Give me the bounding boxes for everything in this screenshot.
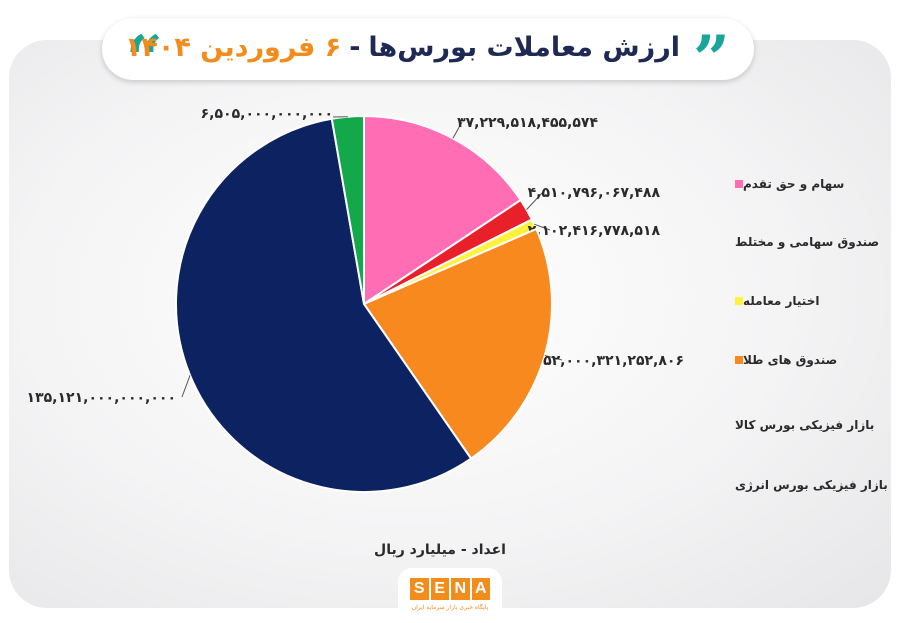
legend-label: بازار فیزیکی بورس کالا bbox=[735, 418, 875, 432]
unit-note: اعداد - میلیارد ریال bbox=[374, 542, 506, 558]
legend-item: اختیار معامله bbox=[735, 292, 875, 310]
title-main: ارزش معاملات بورس‌ها bbox=[368, 32, 680, 63]
legend-label: صندوق های طلا bbox=[743, 353, 838, 367]
data-label: ۲,۱۰۲,۴۱۶,۷۷۸,۵۱۸ bbox=[528, 223, 661, 239]
logo-letters: S E N A bbox=[410, 578, 490, 600]
sena-logo: S E N A پایگاه خبری بازار سرمایه ایران bbox=[398, 568, 502, 620]
chart-title: ارزش معاملات بورس‌ها-۶ فروردین ۱۴۰۴ bbox=[125, 28, 680, 68]
legend-label: صندوق سهامی و مختلط bbox=[735, 235, 880, 249]
logo-caption: پایگاه خبری بازار سرمایه ایران bbox=[411, 604, 489, 611]
title-date: ۶ فروردین ۱۴۰۴ bbox=[124, 32, 342, 63]
leader-line bbox=[544, 354, 563, 361]
pie-slice bbox=[362, 227, 553, 460]
leader-line bbox=[534, 223, 551, 231]
pie-slice bbox=[175, 117, 473, 493]
legend-label: سهام و حق تقدم bbox=[743, 177, 845, 191]
data-label: ۳۷,۲۲۹,۵۱۸,۴۵۵,۵۷۴ bbox=[457, 115, 598, 131]
legend-item: صندوق سهامی و مختلط bbox=[735, 233, 879, 251]
data-label: ۶,۵۰۵,۰۰۰,۰۰۰,۰۰۰ bbox=[201, 106, 333, 122]
logo-letter: A bbox=[471, 578, 490, 600]
pie-slice bbox=[330, 114, 365, 305]
legend-label: بازار فیزیکی بورس انرژی bbox=[735, 478, 888, 492]
legend-swatch bbox=[735, 356, 743, 364]
logo-letter: E bbox=[430, 578, 449, 600]
title-banner bbox=[102, 18, 754, 80]
close-quote-icon: ” bbox=[693, 22, 730, 97]
legend-swatch bbox=[735, 180, 743, 188]
legend-item: بازار فیزیکی بورس انرژی bbox=[735, 476, 888, 494]
leader-line bbox=[526, 191, 544, 210]
legend-label: اختیار معامله bbox=[743, 294, 820, 308]
legend-swatch bbox=[735, 297, 743, 305]
open-quote-icon: “ bbox=[126, 22, 163, 97]
pie-slice bbox=[363, 114, 523, 306]
legend-item: صندوق های طلا bbox=[735, 351, 875, 369]
legend-item: سهام و حق تقدم bbox=[735, 175, 875, 193]
leader-line bbox=[452, 121, 463, 139]
logo-letter: N bbox=[451, 578, 470, 600]
data-label: ۱۳۵,۱۲۱,۰۰۰,۰۰۰,۰۰۰ bbox=[27, 390, 176, 406]
logo-letter: S bbox=[410, 578, 429, 600]
leader-line bbox=[181, 375, 191, 398]
data-label: ۵۲,۰۰۰,۳۲۱,۲۵۲,۸۰۶ bbox=[543, 353, 684, 369]
legend-item: بازار فیزیکی بورس کالا bbox=[735, 416, 875, 434]
title-separator: - bbox=[349, 32, 361, 63]
data-label: ۴,۵۱۰,۷۹۶,۰۶۷,۴۸۸ bbox=[528, 185, 661, 201]
